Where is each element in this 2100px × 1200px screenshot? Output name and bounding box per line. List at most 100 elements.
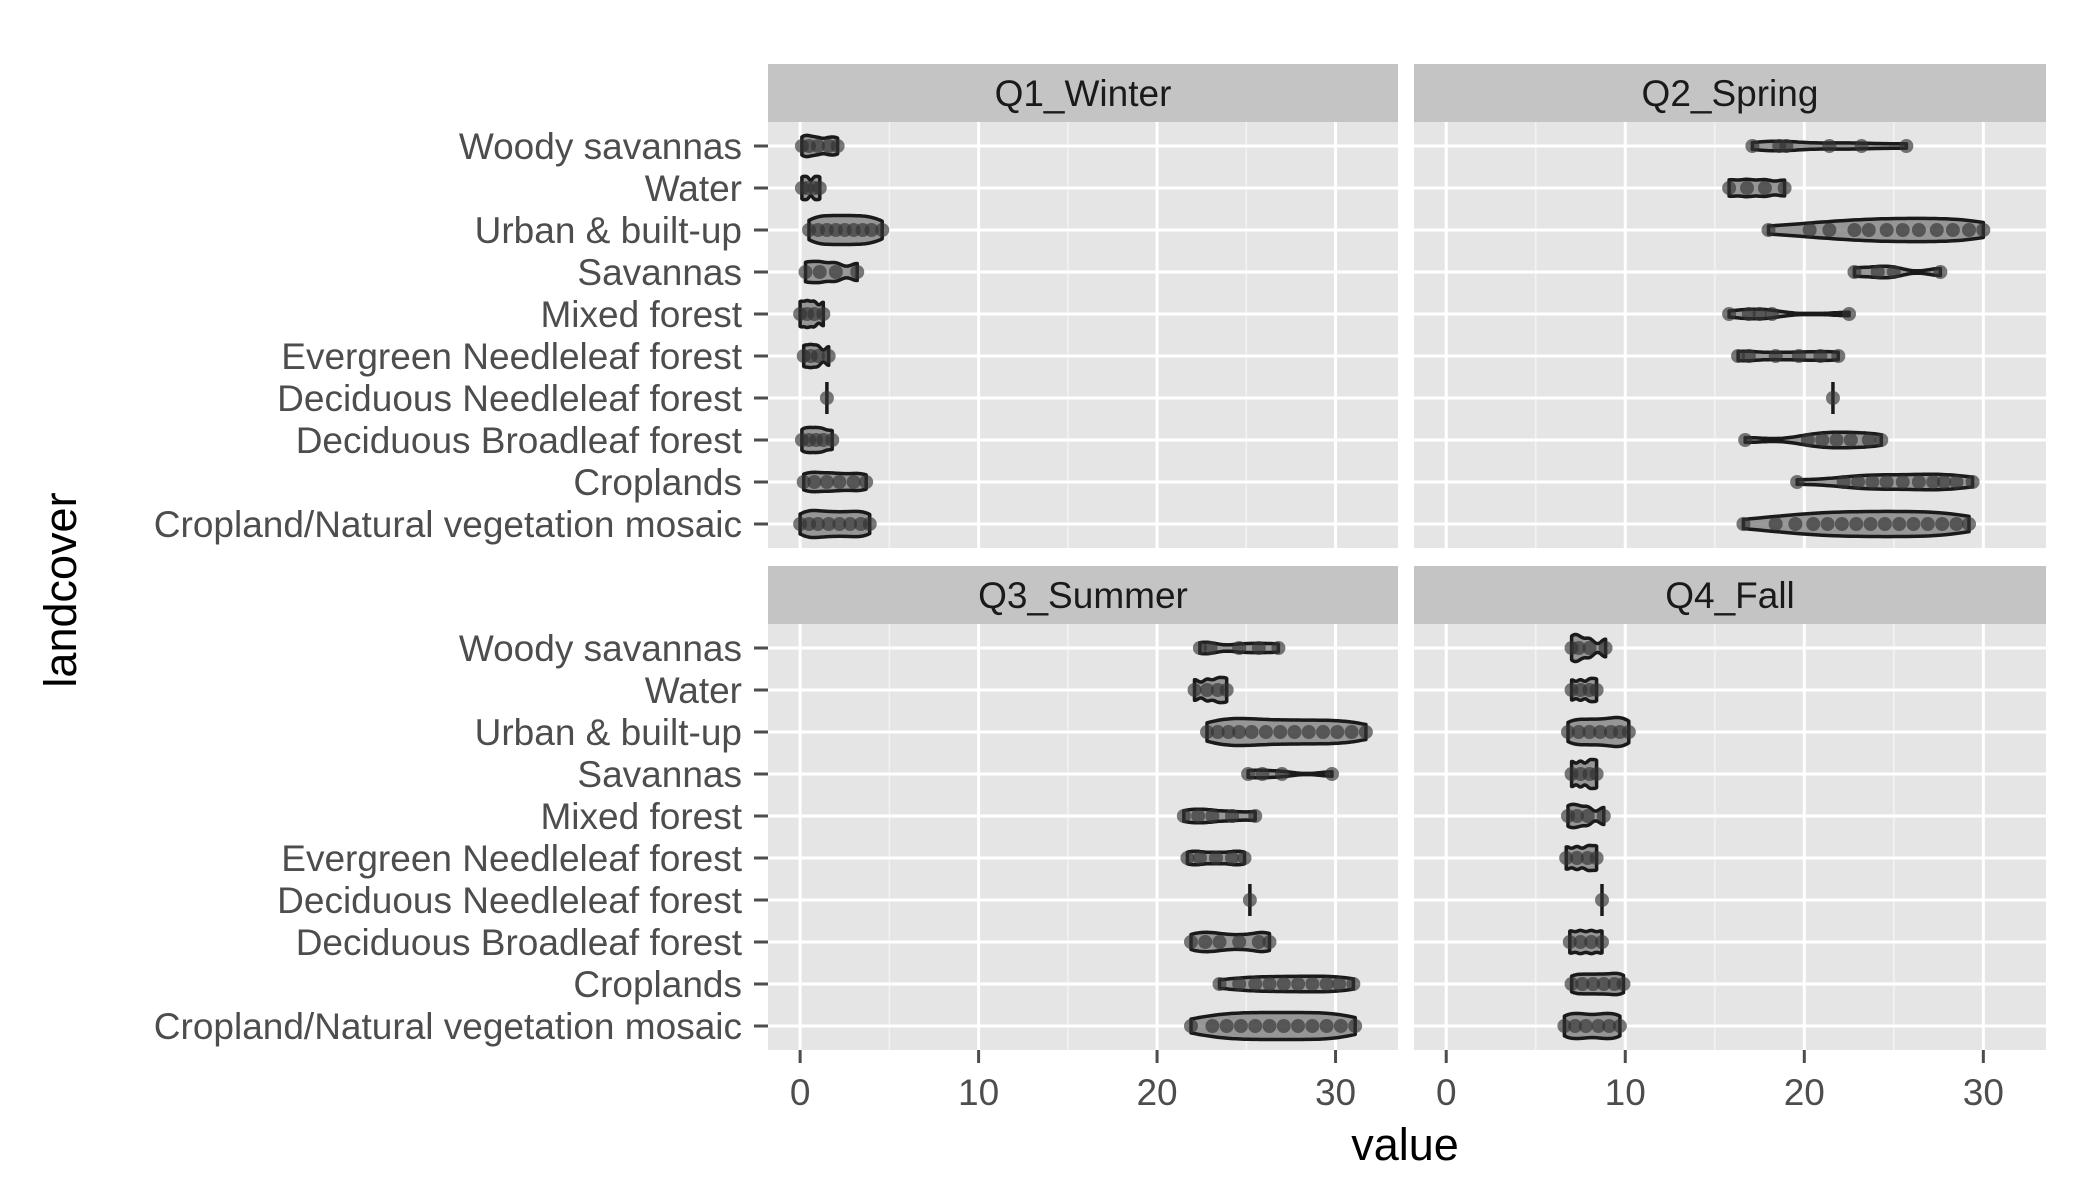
data-point [1791,349,1806,363]
data-point [1233,1019,1248,1033]
data-point [1779,139,1794,153]
violin-shape [1727,177,1787,199]
data-point [1589,683,1604,697]
violin-woody-savannas [1745,139,1914,153]
data-point [1612,1019,1627,1033]
data-point [1225,809,1240,823]
data-point [1344,725,1359,739]
strip-label: Q4_Fall [1665,575,1795,616]
data-point [1262,977,1277,991]
y-tick-label: Woody savannas [459,126,742,167]
data-point [1761,223,1776,237]
data-point [1920,517,1935,531]
y-tick-label: Cropland/Natural vegetation mosaic [154,504,742,545]
data-point [1777,181,1792,195]
data-point [1557,1019,1572,1033]
panel-background [1414,624,2046,1050]
data-point [1262,935,1277,949]
data-point [1602,1019,1617,1033]
data-point [1183,935,1198,949]
violin-mixed-forest [1722,307,1857,321]
violin-mixed-forest [1560,802,1611,830]
strip-background [768,64,1398,122]
data-point [1895,475,1910,489]
violin-croplands [796,470,874,494]
data-point [1183,1019,1198,1033]
y-tick-label: Savannas [577,252,742,293]
data-point [1935,517,1950,531]
data-point [1976,223,1991,237]
y-tick-label: Deciduous Broadleaf forest [296,922,743,963]
data-point [1248,809,1263,823]
violin-water [794,174,827,202]
data-point [1212,935,1227,949]
data-point [1573,935,1588,949]
violin-shape [1766,216,1986,244]
data-point [1316,725,1331,739]
data-point [832,517,847,531]
data-point [1822,223,1837,237]
facet-panel-q4-fall: Q4_Fall 0 10 20 30 [1414,566,2046,1113]
data-point [1212,977,1227,991]
data-point [1324,767,1339,781]
data-point [1346,977,1361,991]
data-point [1276,1019,1291,1033]
data-point [810,139,825,153]
data-point [1815,433,1830,447]
data-point [1740,181,1755,195]
data-point [1571,725,1586,739]
y-tick-label: Croplands [573,964,742,1005]
data-point [1741,349,1756,363]
data-point [1945,223,1960,237]
data-point [1176,809,1191,823]
data-point [1305,977,1320,991]
x-tick-label: 20 [1784,1072,1825,1113]
data-point [1232,977,1247,991]
data-point [1594,893,1609,907]
violin-savannas [798,259,865,285]
strip-label: Q1_Winter [995,73,1172,114]
data-point [810,349,825,363]
data-point [850,265,865,279]
data-point [798,265,813,279]
data-point [812,181,827,195]
data-point [1205,809,1220,823]
data-point [1219,683,1234,697]
y-tick-label: Deciduous Broadleaf forest [296,420,743,461]
data-point [1180,851,1195,865]
data-point [1886,265,1901,279]
violin-water [1564,676,1604,704]
data-point [1191,809,1206,823]
strip-label: Q2_Spring [1642,73,1819,114]
data-point [1843,433,1858,447]
data-point [1258,725,1273,739]
data-point [1851,475,1866,489]
data-point [1899,139,1914,153]
data-point [1847,265,1862,279]
data-point [1825,391,1840,405]
data-point [1765,307,1780,321]
data-point [1929,223,1944,237]
data-point [1564,977,1579,991]
y-tick-label: Urban & built-up [475,210,742,251]
data-point [1911,475,1926,489]
data-point [859,475,874,489]
violin-water [1187,675,1234,705]
data-point [1575,977,1590,991]
y-tick-label: Urban & built-up [475,712,742,753]
data-point [1589,767,1604,781]
y-tick-label: Deciduous Needleleaf forest [277,880,743,921]
violin-evergreen-needleleaf-forest [1180,849,1252,867]
x-tick-label: 30 [1963,1072,2004,1113]
data-point [1333,1019,1348,1033]
data-point [1348,1019,1363,1033]
data-point [1949,475,1964,489]
x-axis-title: value [1351,1119,1459,1170]
data-point [1248,1019,1263,1033]
violin-croplands [1790,472,1980,492]
data-point [1271,641,1286,655]
data-point [1569,809,1584,823]
